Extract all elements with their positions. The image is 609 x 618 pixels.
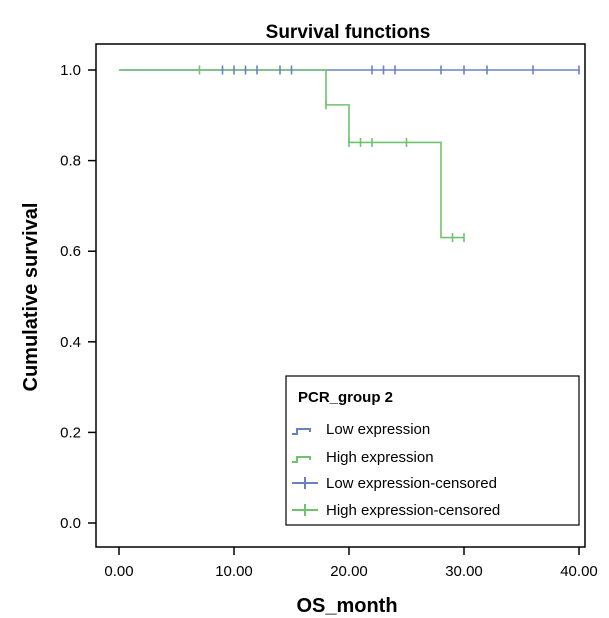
series-layer (119, 69, 579, 239)
y-tick-label: 0.2 (60, 424, 81, 441)
x-tick-label: 40.00 (560, 563, 598, 580)
y-tick-label: 0.8 (60, 153, 81, 170)
y-tick-label: 0.6 (60, 243, 81, 260)
x-tick-label: 10.00 (215, 563, 253, 580)
chart-title: Survival functions (266, 22, 431, 43)
plot-frame (95, 43, 586, 548)
legend-entry-low-expression: Low expression (326, 421, 430, 438)
axes: 0.0 0.2 0.4 0.6 0.8 1.0 0.00 10.00 20.00 30.00 40.… (60, 62, 598, 580)
legend-box (285, 375, 580, 526)
x-tick-label: 20.00 (330, 563, 368, 580)
legend-title: PCR_group 2 (298, 389, 393, 406)
legend-low-step-icon (292, 428, 311, 435)
series-high-expression-line (119, 69, 464, 239)
legend-entry-low-expression-censored: Low expression-censored (326, 475, 497, 492)
y-tick-label: 1.0 (60, 62, 81, 79)
legend-high-censored-icon (292, 504, 318, 516)
y-axis-label: Cumulative survival (20, 203, 42, 392)
y-tick-label: 0.0 (60, 515, 81, 532)
censor-markers (198, 65, 580, 243)
x-tick-label: 30.00 (445, 563, 483, 580)
y-tick-label: 0.4 (60, 334, 81, 351)
x-axis-label: OS_month (296, 595, 397, 617)
x-tick-label: 0.00 (104, 563, 133, 580)
legend-entry-high-expression: High expression (326, 449, 434, 466)
legend-entry-high-expression-censored: High expression-censored (326, 502, 500, 519)
legend: PCR_group 2 Low expression High expressi… (285, 375, 580, 526)
legend-high-step-icon (292, 456, 311, 463)
legend-low-censored-icon (292, 477, 318, 489)
